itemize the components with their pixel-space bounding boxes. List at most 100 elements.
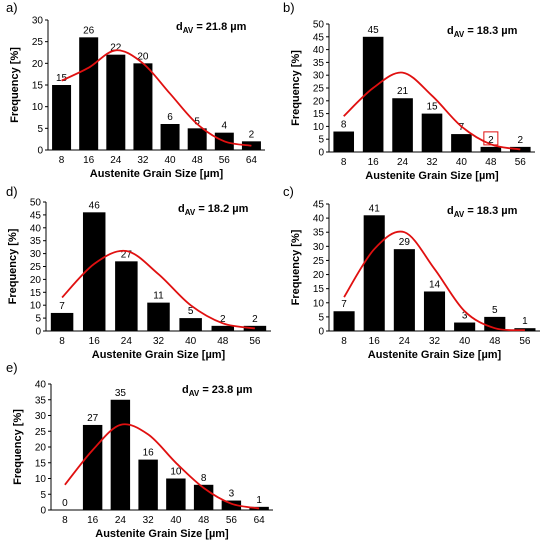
average-grain-size: dAV = 18.2 µm bbox=[178, 203, 249, 217]
data-label: 6 bbox=[167, 112, 173, 123]
chart-panel: b)05101520253035404550881645242132154074… bbox=[283, 0, 535, 182]
data-label: 27 bbox=[87, 413, 99, 424]
y-tick-label: 30 bbox=[313, 242, 325, 253]
data-label: 46 bbox=[89, 200, 101, 211]
fit-curve bbox=[61, 49, 252, 147]
bar bbox=[221, 500, 242, 510]
average-symbol: d bbox=[447, 205, 454, 217]
x-tick-label: 24 bbox=[397, 157, 409, 168]
x-tick-label: 32 bbox=[137, 155, 149, 166]
x-tick-label: 8 bbox=[59, 155, 65, 166]
x-tick-label: 16 bbox=[87, 515, 99, 526]
y-tick-label: 5 bbox=[40, 490, 46, 501]
y-tick-label: 0 bbox=[37, 146, 43, 157]
y-tick-label: 5 bbox=[318, 135, 324, 146]
data-label: 20 bbox=[137, 51, 149, 62]
x-tick-label: 32 bbox=[429, 336, 441, 347]
y-tick-label: 10 bbox=[32, 102, 44, 113]
y-tick-label: 25 bbox=[32, 37, 44, 48]
y-tick-label: 5 bbox=[35, 314, 41, 325]
bar bbox=[79, 37, 99, 151]
bar bbox=[454, 322, 476, 331]
data-label: 1 bbox=[256, 495, 262, 506]
fit-curve bbox=[64, 423, 260, 510]
x-tick-label: 16 bbox=[89, 336, 101, 347]
data-label: 2 bbox=[252, 314, 258, 325]
average-subscript: AV bbox=[183, 26, 194, 35]
average-value: = 18.2 µm bbox=[195, 203, 248, 215]
y-tick-label: 0 bbox=[40, 506, 46, 517]
average-symbol: d bbox=[447, 25, 454, 37]
data-label: 7 bbox=[59, 301, 65, 312]
y-axis-title: Frequency [%] bbox=[290, 229, 302, 305]
y-tick-label: 30 bbox=[30, 249, 42, 260]
panel-label: b) bbox=[283, 0, 295, 15]
x-tick-label: 24 bbox=[399, 336, 411, 347]
y-tick-label: 10 bbox=[30, 301, 42, 312]
data-label: 3 bbox=[229, 489, 235, 500]
x-axis-title: Austenite Grain Size [µm] bbox=[368, 349, 502, 361]
bar bbox=[160, 124, 180, 150]
x-axis-title: Austenite Grain Size [µm] bbox=[365, 170, 499, 182]
data-label: 0 bbox=[62, 498, 68, 509]
y-tick-label: 40 bbox=[313, 214, 325, 225]
y-tick-label: 45 bbox=[313, 200, 325, 211]
bar bbox=[451, 134, 472, 152]
y-tick-label: 5 bbox=[37, 124, 43, 135]
x-tick-label: 64 bbox=[246, 155, 258, 166]
y-tick-label: 35 bbox=[313, 58, 325, 69]
y-tick-label: 5 bbox=[318, 312, 324, 323]
bar bbox=[249, 506, 269, 510]
bar bbox=[362, 36, 384, 152]
x-tick-label: 16 bbox=[83, 155, 95, 166]
y-tick-label: 0 bbox=[35, 327, 41, 338]
bar bbox=[243, 325, 267, 331]
average-value: = 21.8 µm bbox=[193, 21, 246, 33]
y-tick-label: 40 bbox=[30, 223, 42, 234]
y-tick-label: 15 bbox=[313, 284, 325, 295]
bar bbox=[241, 141, 261, 150]
average-subscript: AV bbox=[189, 389, 200, 398]
average-subscript: AV bbox=[185, 208, 196, 217]
average-grain-size: dAV = 23.8 µm bbox=[182, 384, 253, 398]
y-axis-title: Frequency [%] bbox=[9, 47, 21, 123]
y-tick-label: 15 bbox=[313, 109, 325, 120]
average-value: = 23.8 µm bbox=[199, 384, 252, 396]
bar bbox=[187, 128, 207, 150]
x-tick-label: 56 bbox=[219, 155, 231, 166]
data-label: 22 bbox=[110, 43, 122, 54]
y-tick-label: 15 bbox=[32, 81, 44, 92]
x-tick-label: 48 bbox=[198, 515, 210, 526]
y-tick-label: 0 bbox=[318, 327, 324, 338]
data-label: 15 bbox=[426, 102, 438, 113]
x-tick-label: 24 bbox=[110, 155, 122, 166]
average-symbol: d bbox=[176, 21, 183, 33]
data-label: 8 bbox=[341, 120, 347, 131]
x-tick-label: 40 bbox=[459, 336, 471, 347]
x-tick-label: 48 bbox=[485, 157, 497, 168]
bar bbox=[138, 459, 158, 510]
y-tick-label: 20 bbox=[30, 275, 42, 286]
x-tick-label: 40 bbox=[165, 155, 177, 166]
data-label: 11 bbox=[153, 291, 164, 302]
panel-label: e) bbox=[6, 360, 18, 375]
data-label: 26 bbox=[83, 25, 95, 36]
y-tick-label: 25 bbox=[313, 256, 325, 267]
bar bbox=[484, 316, 506, 331]
y-tick-label: 20 bbox=[35, 443, 47, 454]
x-axis-title: Austenite Grain Size [µm] bbox=[95, 528, 229, 540]
y-tick-label: 0 bbox=[318, 148, 324, 159]
bar bbox=[115, 261, 138, 331]
x-tick-label: 48 bbox=[217, 336, 229, 347]
bar bbox=[423, 291, 446, 331]
x-tick-label: 8 bbox=[341, 157, 347, 168]
bar bbox=[166, 478, 186, 510]
data-label: 35 bbox=[115, 388, 127, 399]
y-tick-label: 10 bbox=[313, 122, 325, 133]
average-symbol: d bbox=[182, 384, 189, 396]
x-tick-label: 40 bbox=[185, 336, 197, 347]
panel-label: c) bbox=[283, 184, 294, 199]
x-tick-label: 48 bbox=[192, 155, 204, 166]
data-label: 16 bbox=[143, 448, 155, 459]
